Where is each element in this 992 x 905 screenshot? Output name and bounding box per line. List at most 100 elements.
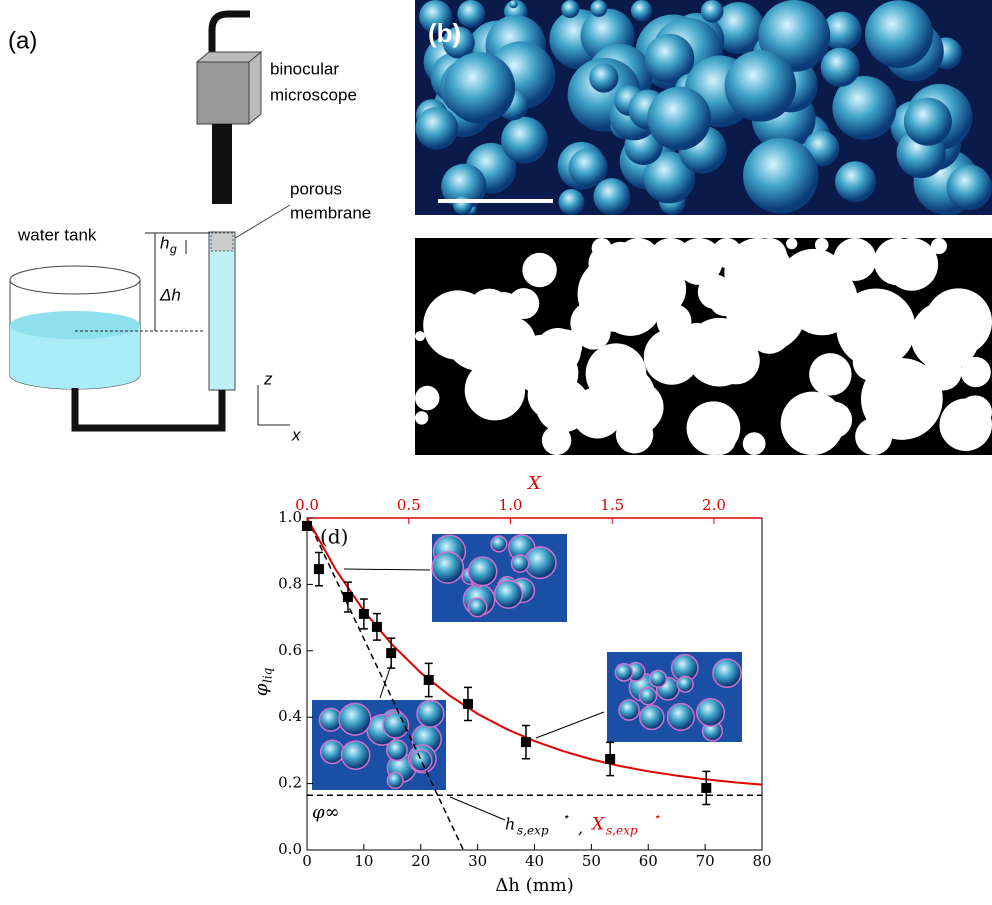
y-tick-label: 0.6	[278, 641, 302, 659]
bead	[561, 0, 580, 19]
bead	[423, 290, 493, 360]
bead	[644, 33, 695, 84]
bead	[386, 771, 404, 790]
water	[10, 325, 140, 389]
bead	[535, 378, 590, 433]
bead	[724, 50, 797, 122]
chart: 0 10 20 30 40 50 60 70 80 0.0 0.5 1.0 1.5 2.0 0.0 0.2 0.…	[251, 473, 772, 896]
annotation: ,	[578, 819, 583, 838]
bead	[742, 432, 766, 455]
bead	[409, 749, 433, 772]
bead	[656, 304, 692, 339]
panel-label: (a)	[8, 27, 37, 54]
label: h	[160, 233, 169, 252]
bead	[386, 739, 408, 762]
bead	[467, 597, 488, 618]
water-surface	[10, 311, 140, 339]
bead	[743, 137, 819, 214]
x-tick-label: 40	[525, 852, 544, 870]
x-axis-label: Δh (mm)	[495, 875, 574, 896]
bead	[319, 739, 345, 765]
data-point	[386, 648, 397, 659]
bead	[700, 0, 724, 23]
bead	[464, 359, 526, 421]
x2-tick-label: 0.0	[295, 496, 319, 514]
panel-b	[415, 0, 992, 216]
arrow	[449, 796, 506, 821]
bead	[696, 697, 726, 727]
panel-label: (d)	[320, 525, 348, 549]
pipe	[71, 388, 226, 432]
annotation: h	[505, 815, 515, 834]
bead	[675, 238, 723, 285]
bead	[590, 0, 608, 17]
bead	[851, 316, 882, 348]
x-tick-label: 10	[354, 852, 373, 870]
bead	[591, 238, 612, 259]
bead	[910, 301, 980, 371]
bead	[666, 702, 695, 732]
x-tick-label: 80	[752, 852, 771, 870]
x2-tick-label: 1.5	[600, 496, 624, 514]
bead	[855, 417, 893, 455]
bead	[508, 288, 540, 320]
pointer	[231, 204, 291, 241]
bead	[618, 699, 640, 721]
y-axis-label: φ	[251, 683, 272, 696]
bead	[930, 238, 947, 255]
microscope-side	[195, 50, 263, 126]
objective	[212, 124, 232, 204]
annotation: s,exp	[606, 824, 638, 838]
annotation: ⋆	[562, 810, 570, 824]
y-tick-label: 0.8	[278, 574, 302, 592]
bead	[643, 328, 700, 385]
fit-curve	[306, 517, 763, 786]
label: g	[170, 242, 177, 256]
membrane	[210, 232, 234, 252]
axes-icon	[257, 385, 290, 426]
bead	[340, 740, 371, 770]
label: Δh	[159, 285, 181, 304]
bead	[589, 63, 619, 93]
arrow	[535, 711, 605, 739]
bead	[778, 248, 849, 320]
panel-a: (a) binocular microscope porous membrane…	[8, 10, 371, 444]
bead	[457, 0, 486, 28]
label: water tank	[17, 225, 97, 244]
bead	[643, 151, 696, 204]
asymptote-label: φ∞	[312, 802, 340, 823]
bead	[686, 401, 741, 455]
bead	[443, 52, 516, 124]
bead	[501, 116, 548, 164]
bead	[832, 75, 897, 140]
x-tick-label: 20	[411, 852, 430, 870]
microscope	[196, 61, 250, 125]
label: porous	[290, 179, 342, 198]
data-point	[371, 621, 382, 632]
bead	[630, 261, 687, 317]
bead	[676, 675, 694, 693]
panel-label: (c)	[428, 255, 460, 285]
bead	[939, 398, 992, 451]
bead	[834, 161, 876, 203]
annotation: X	[590, 815, 605, 835]
bead	[712, 2, 765, 54]
bead	[865, 0, 933, 69]
annotation: ⋆	[653, 810, 661, 824]
bead	[903, 97, 952, 146]
bead	[814, 238, 829, 252]
data-point	[520, 737, 531, 748]
bead	[638, 686, 658, 706]
label: x	[291, 425, 301, 444]
tube	[208, 231, 236, 391]
bead	[593, 178, 631, 215]
panel-label: (b)	[428, 18, 461, 48]
bead	[490, 535, 508, 553]
bead	[522, 252, 557, 288]
bead	[415, 331, 426, 342]
bead	[416, 699, 445, 728]
x2-axis-label: X	[526, 473, 542, 494]
data-point	[358, 608, 369, 619]
x-tick-label: 0	[302, 852, 312, 870]
bead	[431, 551, 465, 584]
